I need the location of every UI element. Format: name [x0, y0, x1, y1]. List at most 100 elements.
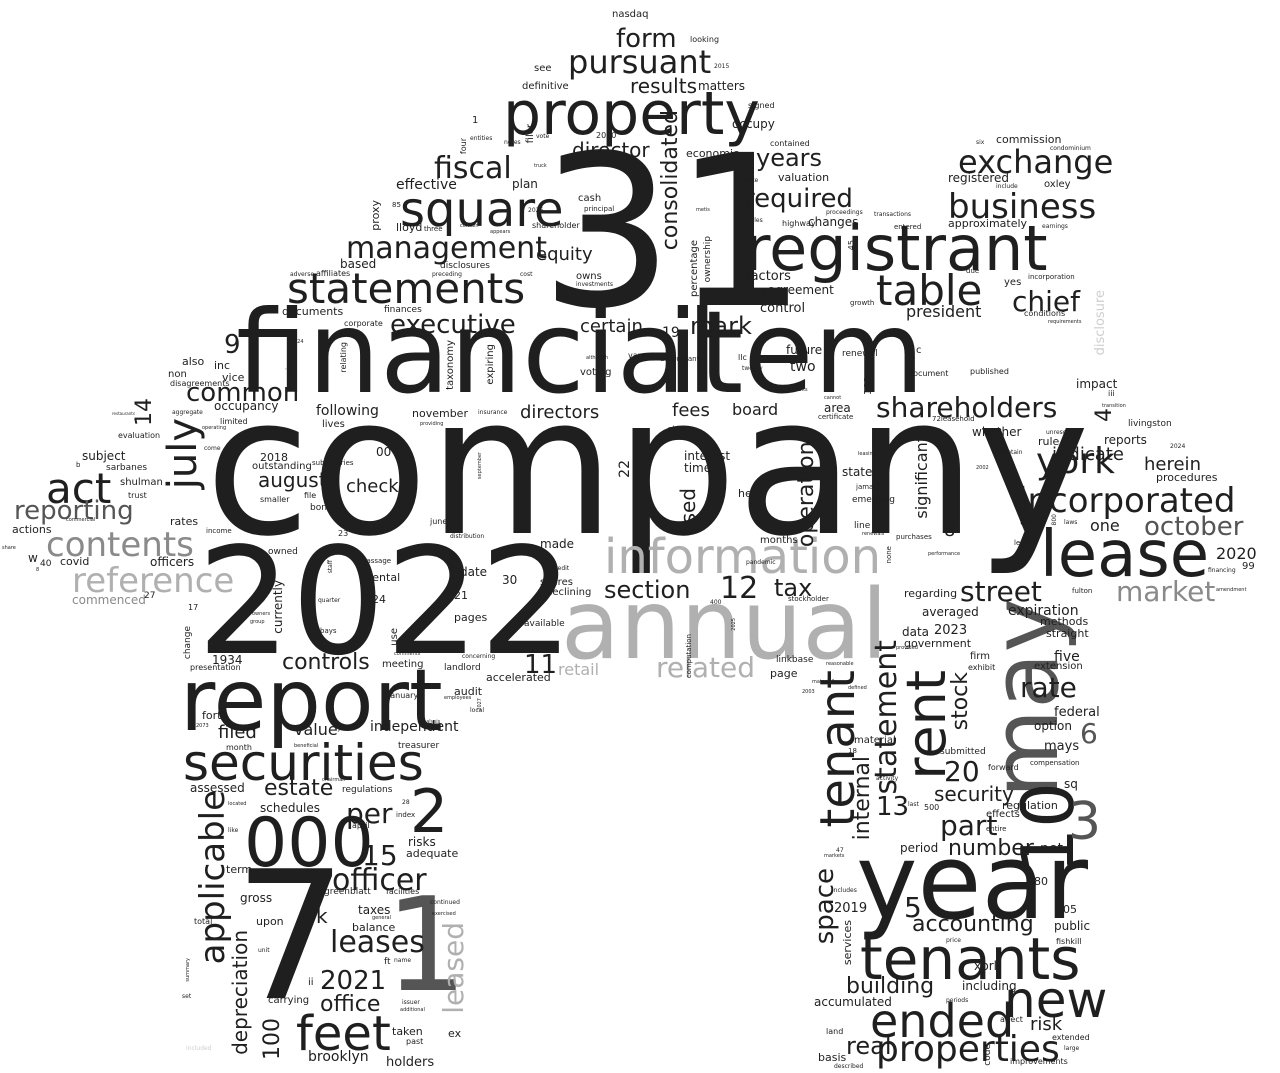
- word-procedures: procedures: [1156, 471, 1218, 484]
- word-metis: metis: [696, 207, 710, 213]
- word-12: 12: [720, 571, 759, 606]
- word-fishkill: fishkill: [1056, 937, 1082, 946]
- word-per: per: [346, 797, 393, 830]
- word-certain: certain: [580, 316, 643, 337]
- word-renewal: renewal: [842, 349, 878, 359]
- word-occupy: occupy: [732, 117, 775, 131]
- word-shulman: shulman: [120, 477, 163, 488]
- word-securities: securities: [183, 734, 424, 792]
- word-800: 800: [1051, 514, 1058, 526]
- word-one: one: [1090, 516, 1120, 535]
- word-99: 99: [1242, 561, 1255, 572]
- word-sarbanes: sarbanes: [106, 463, 148, 473]
- word-like: like: [228, 827, 239, 834]
- word-laws: laws: [1064, 519, 1078, 526]
- word-held: held: [738, 487, 762, 500]
- word-30: 30: [502, 573, 518, 587]
- word-stock: stock: [948, 672, 973, 731]
- word-risks: risks: [408, 835, 436, 849]
- word-page: page: [770, 667, 798, 680]
- word-contained: contained: [770, 139, 810, 148]
- word-firm: firm: [970, 651, 990, 662]
- word-1934: 1934: [212, 653, 243, 667]
- word-audit: audit: [454, 685, 483, 698]
- word-appears: appears: [490, 229, 511, 235]
- word-lloyd: lloyd: [396, 221, 423, 234]
- word-14: 14: [132, 398, 157, 426]
- word-three: three: [424, 225, 443, 233]
- word-registrant: registrant: [745, 212, 1048, 285]
- word-vary: vary: [628, 351, 646, 360]
- word-term: term: [226, 863, 253, 876]
- word-carrying: carrying: [268, 995, 310, 1006]
- word-trust: trust: [128, 491, 147, 500]
- word-taxes: taxes: [358, 903, 391, 917]
- word-disclosures: disclosures: [440, 261, 490, 271]
- word-affiliates: affiliates: [316, 269, 351, 278]
- word-filer: filer: [525, 124, 536, 144]
- word-assessed: assessed: [190, 781, 245, 795]
- word-total: total: [194, 917, 213, 926]
- word-00: 00: [376, 445, 392, 459]
- word-government: government: [904, 637, 972, 650]
- word-incorporated: incorporated: [1018, 481, 1236, 521]
- word-28: 28: [402, 799, 410, 806]
- word-5: 5: [904, 891, 922, 924]
- word-operating: operating: [202, 425, 227, 431]
- word-real: real: [846, 1032, 892, 1060]
- word-aggregate: aggregate: [172, 409, 203, 416]
- word-july: july: [160, 418, 206, 490]
- word-use: use: [389, 628, 400, 646]
- word-landlord: landlord: [444, 663, 481, 673]
- word-common: common: [186, 378, 300, 408]
- word-basis: basis: [818, 1051, 847, 1064]
- word-reports: reports: [1104, 433, 1147, 447]
- word-voting: voting: [580, 367, 612, 378]
- word-chief: chief: [1012, 285, 1081, 318]
- word-purchases: purchases: [896, 533, 932, 541]
- word-2018: 2018: [260, 451, 288, 464]
- word-45: 45: [847, 240, 856, 251]
- word-accountants: accountants: [660, 355, 704, 363]
- word-street: street: [960, 575, 1042, 608]
- word-llc: llc: [738, 353, 747, 362]
- word-yes: yes: [1004, 277, 1022, 288]
- word-area: area: [824, 401, 851, 415]
- word-rental: rental: [368, 571, 401, 584]
- word-transition: transition: [1102, 403, 1126, 409]
- word-date: date: [460, 565, 488, 579]
- word-taken: taken: [392, 1025, 423, 1038]
- word-change: change: [183, 626, 193, 660]
- word-6: 6: [1080, 717, 1098, 750]
- word-annual: annual: [561, 569, 888, 681]
- word-k: k: [316, 904, 328, 928]
- word-preceding: preceding: [432, 271, 462, 278]
- word-bays: bays: [320, 627, 337, 635]
- word-set: set: [182, 993, 192, 1000]
- word-officer: officer: [332, 863, 427, 898]
- word-vice: vice: [222, 371, 245, 384]
- word-four: four: [459, 138, 468, 155]
- word-inc: inc: [214, 359, 231, 372]
- word-85: 85: [392, 201, 401, 209]
- word-balance: balance: [352, 921, 396, 934]
- word-defined: defined: [848, 685, 867, 691]
- word-occupies: occupies: [285, 360, 293, 391]
- word-18: 18: [848, 747, 857, 755]
- word-company: company: [205, 356, 1090, 579]
- word-employees: employees: [444, 695, 472, 701]
- word-file: file: [304, 491, 317, 500]
- word-iii: iii: [1108, 389, 1115, 398]
- word-entered: entered: [894, 223, 922, 231]
- word-tenants: tenants: [860, 925, 1081, 993]
- word-following: following: [316, 403, 379, 419]
- word-past: past: [406, 1037, 424, 1046]
- word-november: november: [412, 407, 468, 420]
- word-economic: economic: [686, 147, 740, 160]
- word-computation: computation: [685, 634, 693, 679]
- word-emerging: emerging: [852, 495, 896, 505]
- word-ownership: ownership: [703, 236, 713, 283]
- word-year: year: [856, 821, 1089, 943]
- word-director: director: [572, 138, 650, 162]
- word-october: october: [1144, 512, 1244, 542]
